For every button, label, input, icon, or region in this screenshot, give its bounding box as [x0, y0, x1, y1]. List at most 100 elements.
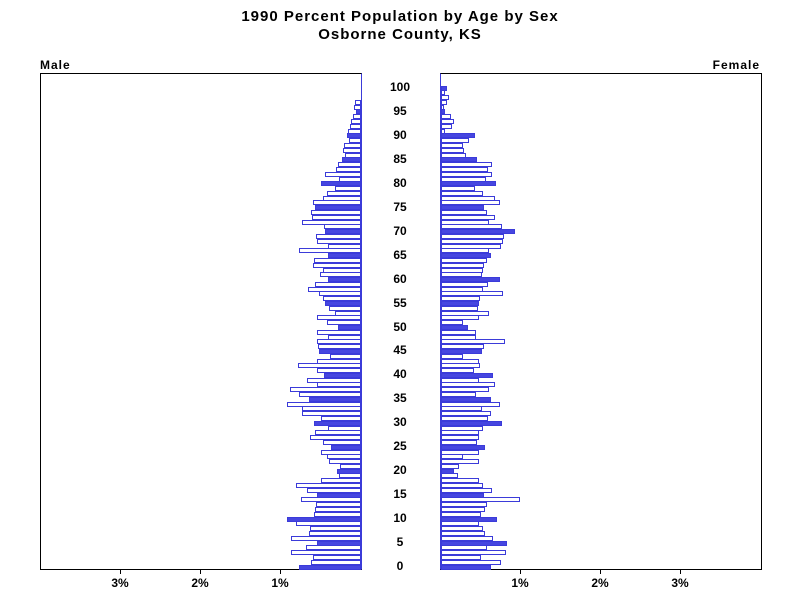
male-age-bar	[321, 416, 361, 421]
age-tick-label: 75	[393, 199, 407, 214]
age-tick-label: 85	[393, 151, 407, 166]
female-age-bar	[441, 377, 479, 383]
age-tick-label: 60	[393, 271, 407, 286]
female-age-bar	[441, 90, 445, 96]
age-tick-label: 100	[389, 80, 411, 94]
male-age-bar	[318, 344, 361, 350]
age-tick-label: 90	[393, 127, 407, 142]
male-age-bar	[328, 334, 361, 340]
age-tick-label: 0	[396, 559, 404, 573]
female-age-bar	[441, 257, 487, 263]
age-tick-label: 35	[393, 391, 407, 406]
female-age-bar	[441, 186, 475, 192]
female-age-bar	[441, 166, 488, 172]
male-age-bar	[317, 339, 361, 345]
male-age-bar	[311, 210, 361, 216]
male-age-bar	[319, 291, 361, 297]
female-age-bar	[441, 152, 466, 158]
male-age-bar	[327, 190, 361, 196]
male-age-bar	[316, 502, 361, 508]
male-age-bar	[309, 396, 361, 402]
female-age-bar	[441, 123, 452, 129]
male-age-bar	[340, 463, 361, 469]
female-age-bar	[441, 157, 477, 163]
male-age-bar	[287, 401, 361, 407]
percent-tick-label: 3%	[671, 576, 689, 590]
male-age-bar	[339, 473, 361, 479]
male-age-bar	[299, 392, 361, 398]
female-age-bar	[441, 449, 479, 455]
male-age-bar	[327, 320, 361, 326]
male-age-bar	[325, 229, 361, 235]
male-age-bar	[317, 315, 361, 321]
male-age-bar	[302, 411, 361, 417]
female-age-bar	[441, 530, 485, 536]
age-tick-label: 25	[393, 439, 407, 454]
male-age-bar	[347, 133, 361, 139]
male-age-bar	[335, 186, 361, 192]
female-age-bar	[441, 138, 469, 144]
age-tick-label: 70	[393, 223, 407, 238]
female-age-bar	[441, 420, 502, 426]
male-age-bar	[324, 372, 361, 378]
female-age-bar	[441, 267, 483, 273]
male-plot-area	[40, 73, 362, 570]
male-age-bar	[338, 325, 361, 330]
male-age-bar	[317, 329, 361, 335]
female-age-bar	[441, 329, 476, 335]
male-age-bar	[349, 138, 361, 144]
male-age-bar	[323, 296, 361, 302]
female-age-bar	[441, 463, 459, 469]
female-age-bar	[441, 104, 444, 110]
female-age-bar	[441, 109, 445, 115]
female-age-bar	[441, 344, 484, 350]
male-age-bar	[328, 253, 361, 259]
male-age-bar	[317, 382, 361, 388]
female-age-bar	[441, 114, 451, 120]
male-age-bar	[328, 243, 361, 249]
percent-tick-mark	[120, 569, 121, 574]
female-age-bar	[441, 171, 492, 177]
male-age-bar	[329, 305, 361, 311]
female-age-bar	[441, 210, 487, 216]
chart-subtitle: Osborne County, KS	[318, 26, 482, 43]
age-tick-label: 95	[393, 103, 407, 118]
male-age-bar	[331, 444, 361, 450]
male-age-bar	[339, 176, 361, 182]
male-panel-label: Male	[40, 58, 71, 72]
female-age-bar	[441, 478, 479, 484]
percent-tick-label: 1%	[271, 576, 289, 590]
female-age-bar	[441, 483, 483, 489]
age-tick-label: 15	[393, 487, 407, 502]
female-age-bar	[441, 358, 479, 364]
female-age-bar	[441, 411, 491, 417]
female-age-bar	[441, 243, 501, 249]
female-age-bar	[441, 435, 479, 441]
percent-tick-label: 2%	[591, 576, 609, 590]
percent-tick-mark	[280, 569, 281, 574]
female-age-bar	[441, 334, 476, 340]
male-age-bar	[313, 554, 361, 560]
female-age-bar	[441, 507, 485, 513]
percent-tick-label: 3%	[111, 576, 129, 590]
male-age-bar	[319, 348, 361, 354]
female-age-bar	[441, 401, 500, 407]
male-age-bar	[291, 535, 361, 541]
male-age-bar	[336, 166, 361, 172]
female-age-bar	[441, 444, 485, 450]
female-age-bar	[441, 190, 483, 196]
male-age-bar	[287, 516, 361, 522]
female-age-bar	[441, 200, 500, 206]
male-age-bar	[301, 497, 361, 503]
female-age-bar	[441, 406, 482, 412]
male-age-bar	[325, 171, 361, 177]
age-tick-label: 10	[393, 511, 407, 526]
female-age-bar	[441, 195, 495, 201]
male-age-bar	[320, 272, 361, 278]
age-tick-label: 45	[393, 343, 407, 358]
male-age-bar	[314, 420, 361, 426]
female-age-bar	[441, 425, 483, 431]
male-age-bar	[317, 368, 361, 374]
female-age-bar	[441, 95, 449, 101]
male-age-bar	[338, 162, 361, 168]
